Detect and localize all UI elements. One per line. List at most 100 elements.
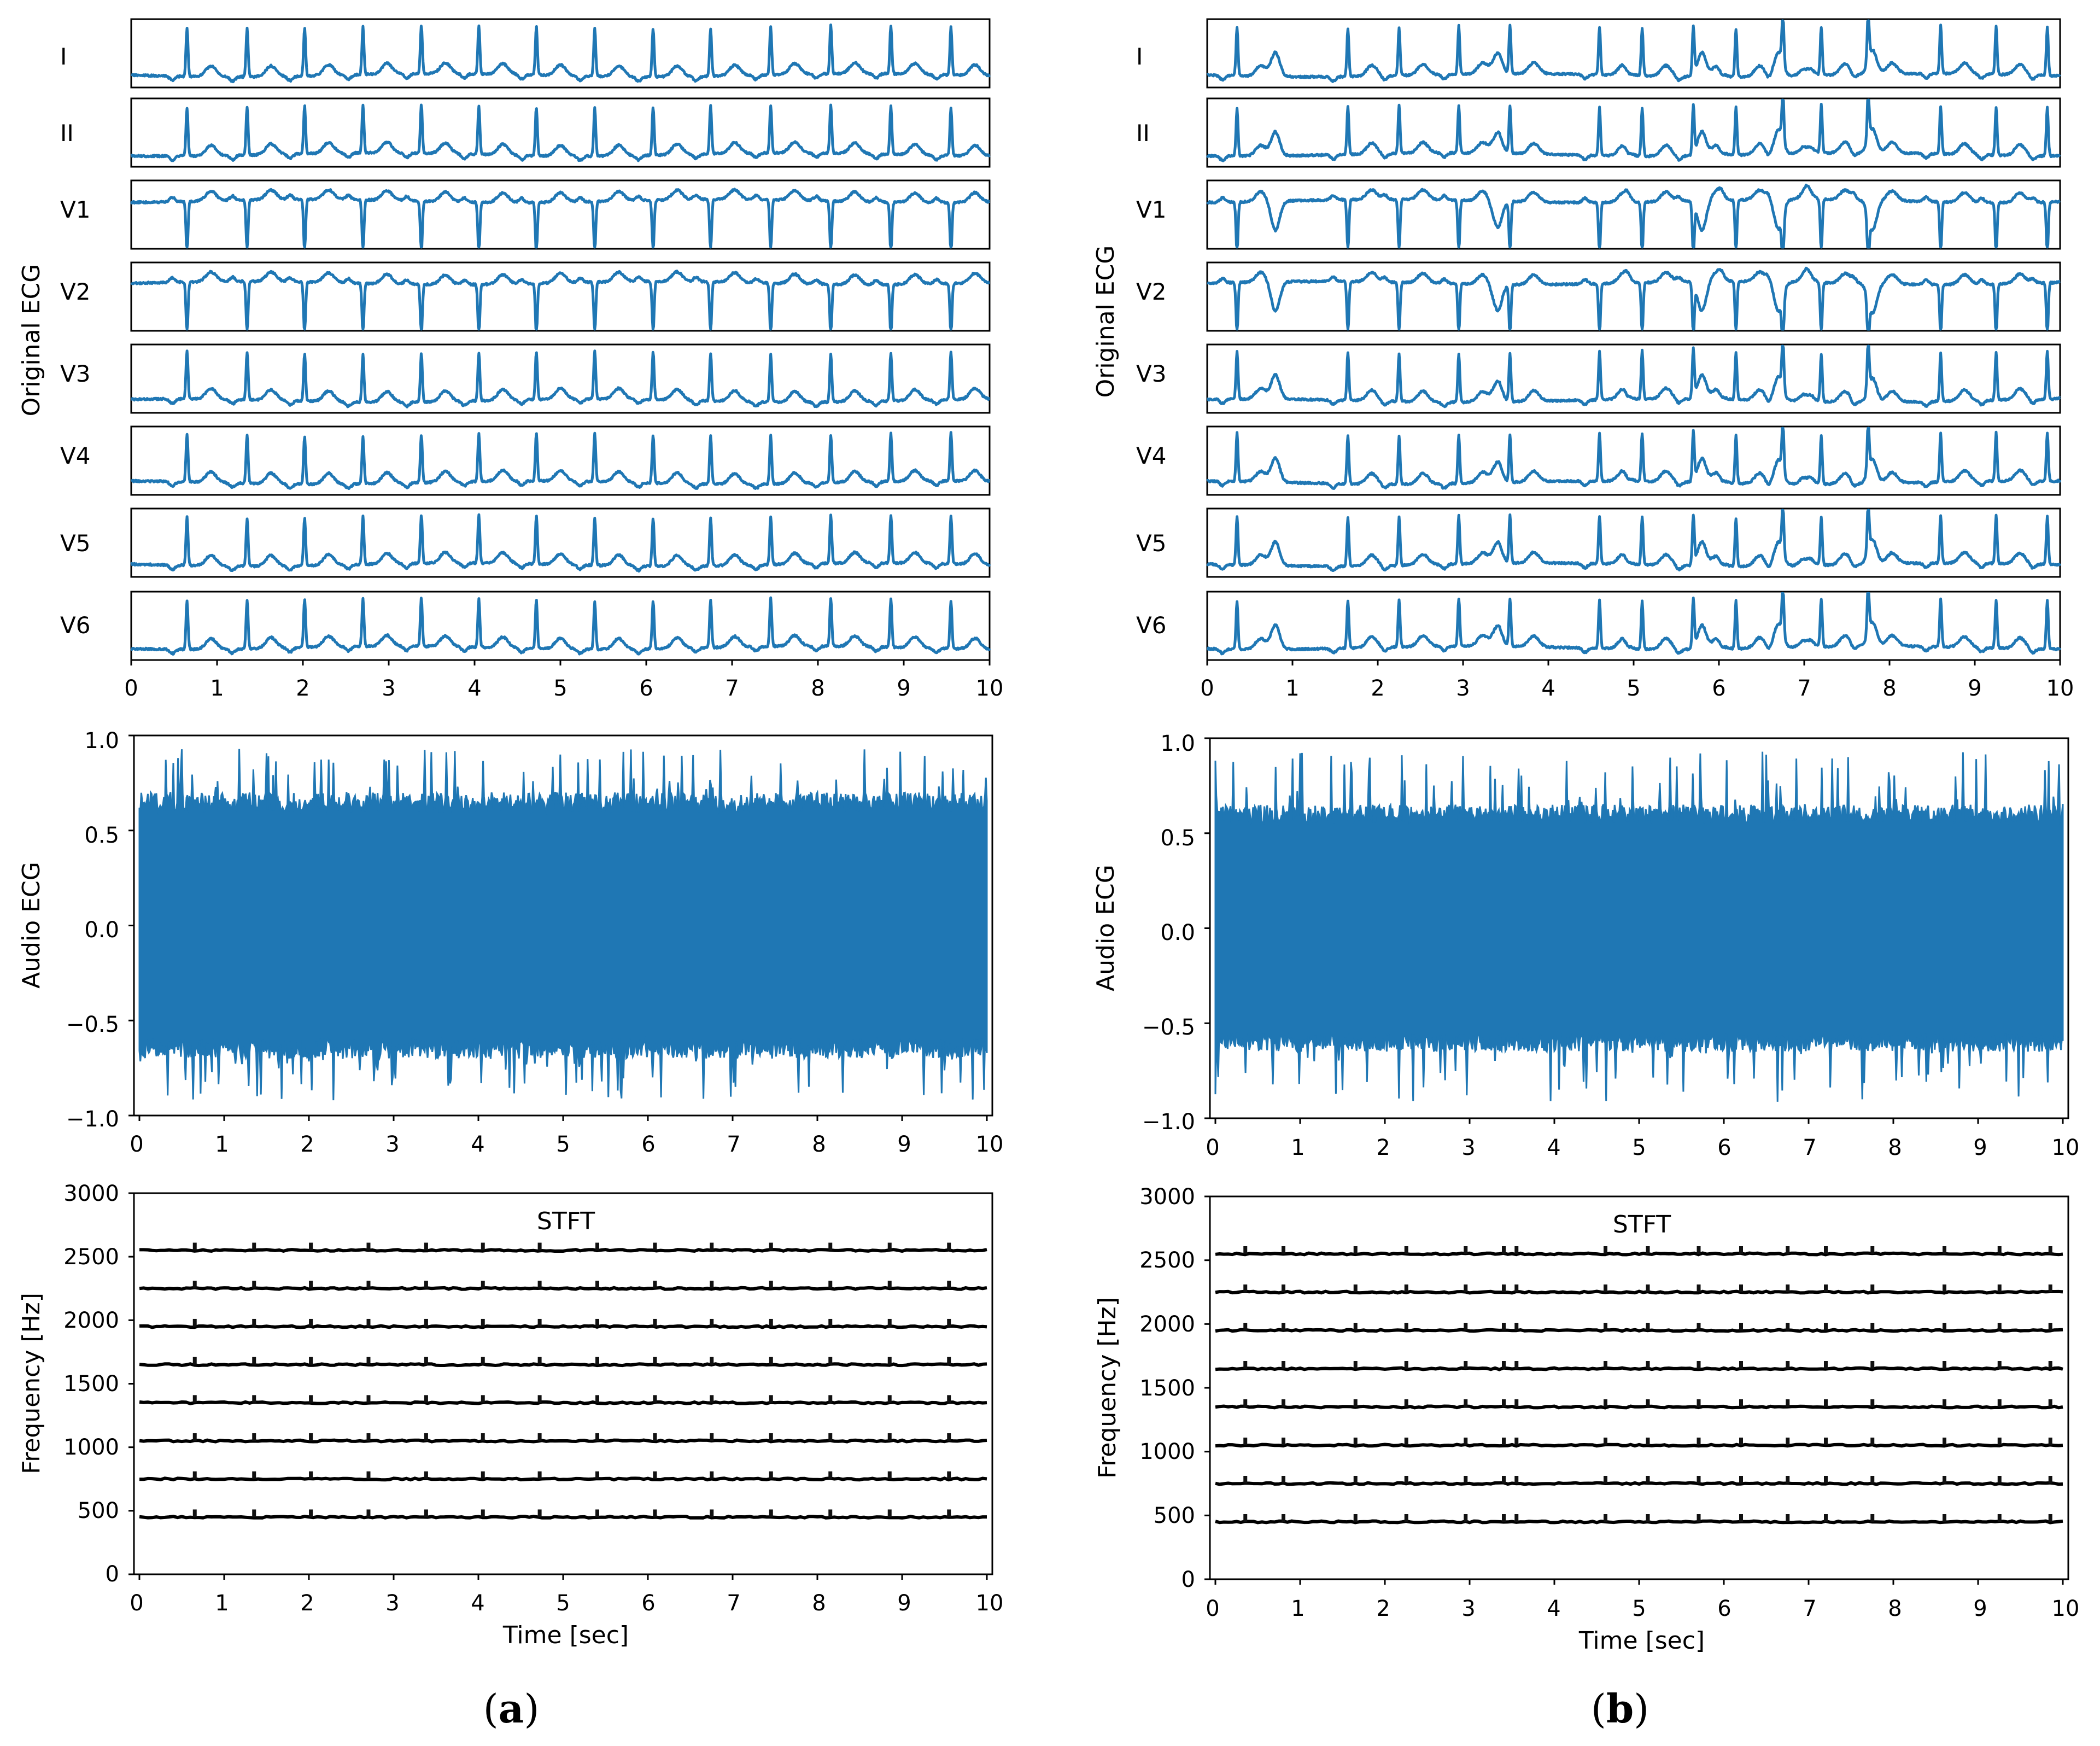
stft-beat-mark: [1697, 1476, 1701, 1484]
ecg-strip-v1: [130, 179, 991, 250]
lead-label: V6: [60, 612, 90, 639]
x-tick-label: 10: [976, 1591, 1004, 1616]
ecg-trace-v6: [1206, 592, 2062, 656]
stft-beat-mark: [1353, 1476, 1358, 1484]
y-tick-label: 0: [106, 1562, 119, 1587]
stft-beat-mark: [653, 1281, 657, 1289]
ecg-strip-v3: [1206, 343, 2061, 414]
stft-beat-mark: [947, 1318, 951, 1327]
lead-label: V4: [1136, 442, 1166, 469]
stft-beat-mark: [1502, 1361, 1506, 1369]
stft-beat-mark: [1464, 1514, 1468, 1522]
stft-beat-mark: [424, 1357, 428, 1365]
ecg-trace-ii: [130, 103, 991, 162]
ecg-strip-frame: [1206, 97, 2061, 168]
stft-beat-mark: [1646, 1438, 1650, 1445]
ecg-trace-v6: [130, 596, 991, 656]
stft-beat-mark: [252, 1357, 256, 1365]
stft-beat-mark: [1997, 1476, 2002, 1484]
x-tick-label: 9: [1968, 676, 1981, 701]
ecg-strip-v6: [1206, 591, 2062, 661]
stft-beat-mark: [1282, 1246, 1285, 1254]
stft-beat-mark: [1997, 1246, 2002, 1254]
stft-title: STFT: [1613, 1211, 1671, 1239]
stft-beat-mark: [1464, 1399, 1468, 1407]
y-tick-label: 0.0: [1160, 920, 1195, 945]
stft-beat-mark: [424, 1395, 428, 1403]
stft-beat-mark: [1243, 1514, 1248, 1522]
y-tick-label: −1.0: [1142, 1110, 1195, 1135]
x-tick-label: 4: [1541, 676, 1555, 701]
stft-beat-mark: [887, 1318, 892, 1327]
stft-beat-mark: [1282, 1514, 1285, 1522]
ecg-trace-v3: [130, 349, 991, 408]
stft-beat-mark: [1739, 1246, 1743, 1254]
stft-beat-mark: [1514, 1399, 1519, 1407]
stft-beat-mark: [481, 1242, 485, 1251]
stft-beat-mark: [595, 1318, 599, 1327]
stft-beat-mark: [1786, 1438, 1790, 1445]
stft-beat-mark: [309, 1433, 313, 1441]
stft-carrier-2550hz: [1215, 1251, 2063, 1257]
stft-beat-mark: [1697, 1323, 1701, 1330]
stft-beat-mark: [1646, 1284, 1650, 1292]
stft-x-label: Time [sec]: [502, 1621, 629, 1649]
stft-beat-mark: [481, 1395, 485, 1403]
y-tick-label: 1500: [1139, 1376, 1195, 1401]
stft-carrier-1650hz: [1215, 1366, 2063, 1371]
stft-beat-mark: [1604, 1476, 1607, 1484]
stft-beat-mark: [1514, 1246, 1519, 1254]
x-tick-label: 10: [976, 1132, 1004, 1157]
y-tick-label: 2000: [1139, 1312, 1195, 1337]
stft-beat-mark: [1282, 1323, 1285, 1330]
stft-beat-mark: [252, 1509, 256, 1517]
stft-beat-mark: [1870, 1246, 1875, 1254]
stft-beat-mark: [1739, 1284, 1743, 1292]
stft-beat-mark: [1824, 1438, 1828, 1445]
stft-beat-mark: [1502, 1514, 1506, 1522]
stft-beat-mark: [769, 1433, 773, 1441]
stft-beat-mark: [1646, 1514, 1650, 1522]
stft-beat-mark: [1404, 1246, 1408, 1254]
stft-beat-mark: [887, 1242, 892, 1251]
stft-beat-mark: [595, 1433, 599, 1441]
ecg-strip-frame: [130, 18, 991, 89]
stft-beat-mark: [309, 1318, 313, 1327]
stft-beat-mark: [1997, 1438, 2002, 1445]
stft-beat-mark: [1870, 1284, 1875, 1292]
x-tick-label: 6: [1712, 676, 1725, 701]
stft-beat-mark: [1646, 1323, 1650, 1330]
ecg-strip-frame: [130, 261, 991, 332]
ecg-strip-ii: [130, 97, 991, 168]
stft-beat-mark: [537, 1395, 542, 1403]
x-tick-label: 1: [215, 1132, 229, 1157]
stft-beat-mark: [2048, 1399, 2052, 1407]
stft-beat-mark: [1404, 1361, 1408, 1369]
stft-beat-mark: [595, 1509, 599, 1517]
ecg-trace-v1: [130, 188, 991, 249]
stft-beat-mark: [653, 1318, 657, 1327]
lead-label: V4: [60, 442, 90, 469]
y-tick-label: 500: [78, 1498, 119, 1523]
x-tick-label: 9: [1973, 1596, 1987, 1621]
x-tick-label: 4: [1547, 1135, 1560, 1160]
stft-beat-mark: [1697, 1399, 1701, 1407]
stft-beat-mark: [1353, 1361, 1358, 1369]
stft-beat-mark: [653, 1471, 657, 1479]
ecg-strip-v2: [130, 261, 991, 332]
stft-beat-mark: [710, 1509, 714, 1517]
stft-beat-mark: [424, 1242, 428, 1251]
ecg-strip-v3: [130, 343, 991, 414]
x-tick-label: 9: [1973, 1135, 1987, 1160]
stft-beat-mark: [887, 1471, 892, 1479]
stft-beat-mark: [1502, 1476, 1506, 1484]
x-tick-label: 7: [1797, 676, 1811, 701]
stft-beat-mark: [887, 1395, 892, 1403]
stft-beat-mark: [481, 1433, 485, 1441]
stft-beat-mark: [1943, 1284, 1946, 1292]
stft-carrier-1050hz: [1215, 1443, 2063, 1448]
ecg-strip-ii: [1206, 97, 2061, 168]
x-tick-label: 7: [1803, 1135, 1816, 1160]
stft-beat-mark: [1243, 1399, 1248, 1407]
ecg-strip-frame: [130, 591, 991, 661]
